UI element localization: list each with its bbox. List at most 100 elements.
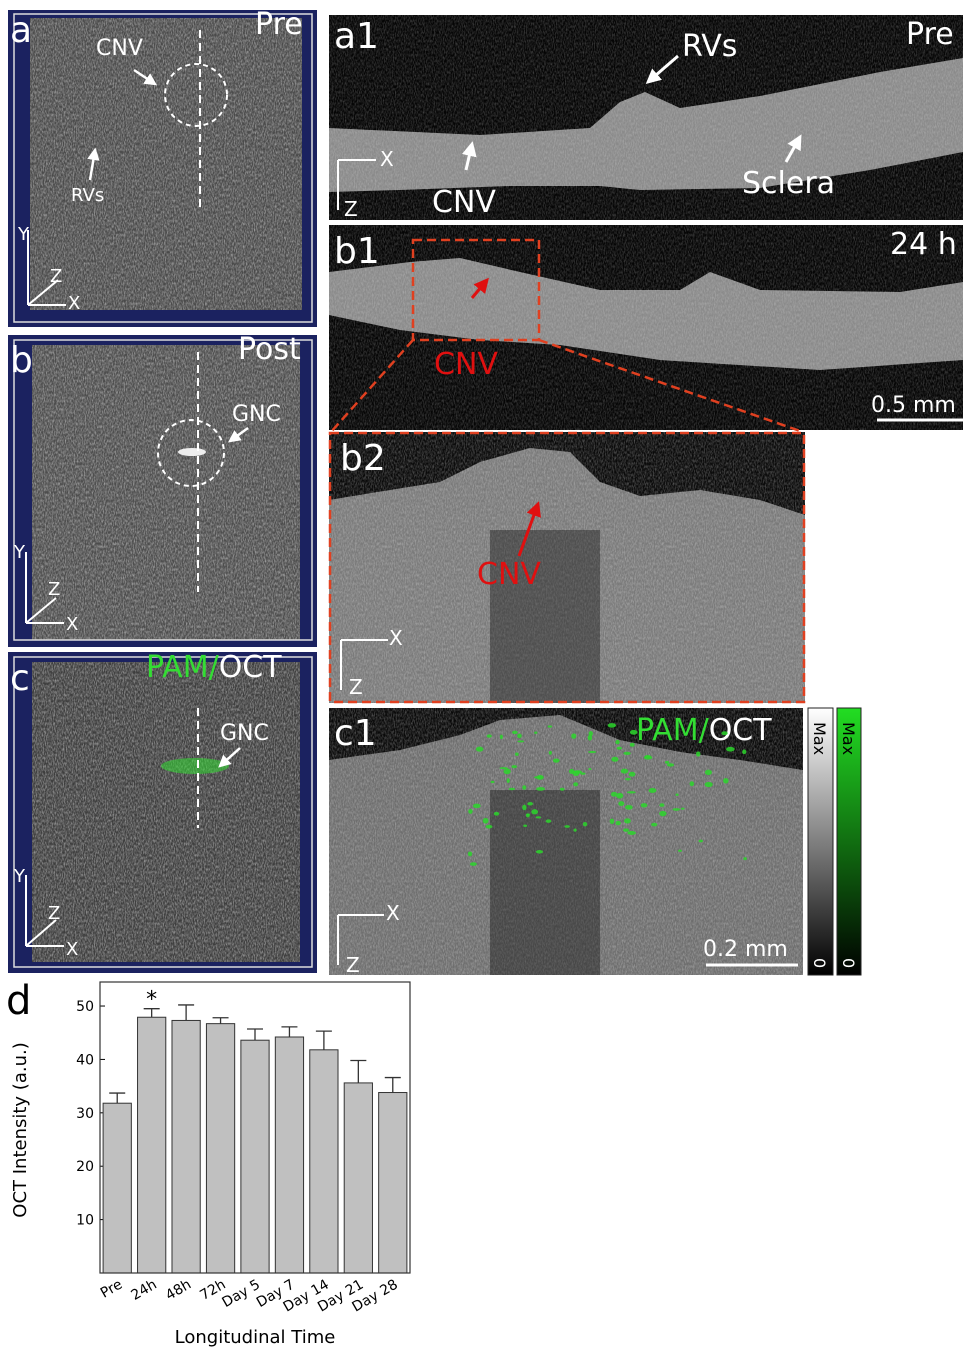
sclera-label: Sclera xyxy=(742,166,835,201)
cnv-label: CNV xyxy=(432,185,496,220)
pam-signal xyxy=(705,782,713,787)
bar xyxy=(103,1103,131,1273)
oct-label: OCT xyxy=(709,713,773,748)
pam-signal xyxy=(473,804,481,809)
bar xyxy=(344,1083,372,1273)
pam-signal xyxy=(522,805,526,811)
pam-signal xyxy=(574,829,577,832)
cnv-label: CNV xyxy=(477,557,541,592)
pam-signal xyxy=(667,763,674,766)
cnv-label: CNV xyxy=(96,36,143,61)
pam-signal xyxy=(610,818,614,824)
pam-signal xyxy=(630,730,638,735)
bar xyxy=(310,1050,338,1273)
modality-label: PAM/OCT xyxy=(636,713,772,748)
rvs-label: RVs xyxy=(682,29,737,64)
bar xyxy=(206,1024,234,1273)
pam-signal xyxy=(507,778,510,783)
pam-signal xyxy=(515,753,519,756)
pam-signal xyxy=(487,734,492,737)
pam-signal xyxy=(625,805,633,810)
pam-signal xyxy=(627,791,636,793)
pam-signal xyxy=(573,782,578,786)
pam-signal xyxy=(723,778,728,784)
pam-signal xyxy=(546,819,552,823)
pam-signal xyxy=(588,768,591,770)
pam-signal xyxy=(534,776,542,778)
error-bar xyxy=(385,1078,401,1093)
pam-signal xyxy=(645,755,651,758)
panel-label: c xyxy=(10,658,30,699)
bar xyxy=(241,1040,269,1273)
axis-z: Z xyxy=(346,953,360,977)
error-bar xyxy=(281,1027,297,1037)
pam-signal xyxy=(476,747,484,752)
pam-signal xyxy=(617,747,622,750)
x-tick-label: 48h xyxy=(163,1277,194,1304)
condition-label: Pre xyxy=(906,17,954,52)
pam-signal xyxy=(522,785,526,790)
pam-label: PAM/ xyxy=(636,713,710,748)
pam-label: PAM/ xyxy=(146,650,220,685)
pam-signal xyxy=(721,731,727,735)
pam-signal xyxy=(553,759,560,763)
error-bar xyxy=(316,1031,332,1050)
pam-signal xyxy=(548,725,552,727)
x-tick-label: 24h xyxy=(129,1277,160,1304)
gnc-label: GNC xyxy=(232,402,281,427)
panel-label: a xyxy=(10,10,32,51)
axis-y: Y xyxy=(17,224,30,245)
pam-signal xyxy=(560,788,565,791)
pam-signal xyxy=(580,772,585,775)
pam-signal xyxy=(517,734,522,739)
condition-label: Post xyxy=(238,332,301,367)
x-tick-label: Pre xyxy=(98,1277,125,1302)
pam-signal xyxy=(509,788,516,791)
y-axis-title: OCT Intensity (a.u.) xyxy=(10,1042,31,1217)
pam-signal xyxy=(615,740,619,744)
pam-signal xyxy=(611,757,618,762)
panel-label: b xyxy=(10,340,33,381)
pam-signal xyxy=(681,808,685,810)
bar xyxy=(172,1020,200,1273)
axis-x: X xyxy=(389,626,403,650)
pam-signal xyxy=(527,802,533,806)
cnv-label: CNV xyxy=(434,347,498,382)
pam-signal xyxy=(571,733,576,739)
x-axis-title: Longitudinal Time xyxy=(175,1327,336,1348)
pam-signal xyxy=(503,768,510,774)
pam-signal xyxy=(491,781,495,783)
pam-signal xyxy=(470,862,477,866)
figure: a Pre CNV RVs Y Z X b Post GNC Y Z X c P… xyxy=(0,0,963,1349)
pam-signal xyxy=(486,825,493,829)
y-tick-label: 50 xyxy=(76,999,94,1015)
bar xyxy=(379,1093,407,1273)
panel-c1: c1 PAM/OCT 0.2 mm X Z Max 0 Max 0 xyxy=(329,708,861,977)
pam-signal xyxy=(468,809,472,814)
panel-a1: a1 Pre RVs CNV Sclera X Z xyxy=(329,15,963,221)
pam-signal xyxy=(523,825,527,828)
pam-signal xyxy=(627,831,636,835)
pam-signal xyxy=(569,769,574,774)
x-tick-label: Day 5 xyxy=(219,1277,263,1311)
pam-signal xyxy=(468,851,472,856)
axis-z: Z xyxy=(50,266,62,287)
condition-label: 24 h xyxy=(890,227,957,262)
gnc-label: GNC xyxy=(220,721,269,746)
pam-signal xyxy=(588,735,592,741)
pam-signal xyxy=(621,769,629,774)
panel-b2: b2 CNV X Z xyxy=(329,432,805,703)
pam-signal xyxy=(742,750,746,755)
pam-signal xyxy=(705,770,712,776)
pam-signal xyxy=(690,781,694,786)
pam-signal xyxy=(672,808,680,811)
axis-z: Z xyxy=(344,197,358,221)
pam-signal xyxy=(659,811,666,817)
condition-label: Pre xyxy=(255,7,303,42)
pam-signal xyxy=(534,732,537,734)
pam-signal xyxy=(494,812,499,816)
pam-signal xyxy=(536,816,542,818)
panel-c: c PAM/OCT GNC Y Z X xyxy=(8,650,317,973)
axis-y: Y xyxy=(13,866,26,887)
bar xyxy=(275,1037,303,1273)
